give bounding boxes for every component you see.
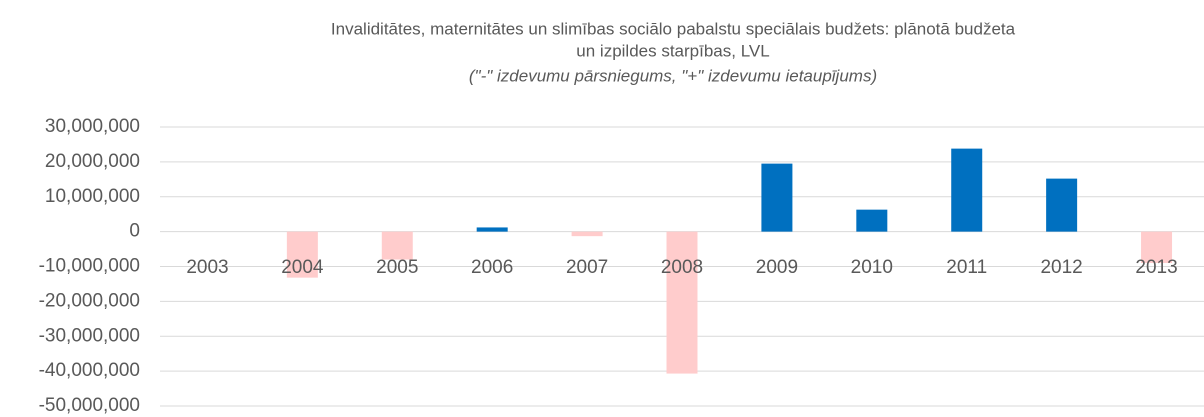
chart-annotation: ("-" izdevumu pārsniegums, "+" izdevumu … [469, 66, 877, 85]
y-tick-label: 30,000,000 [45, 116, 140, 137]
x-tick-label: 2004 [281, 257, 324, 278]
y-tick-label: 20,000,000 [45, 151, 140, 172]
chart-title: Invaliditātes, maternitātes un slimības … [331, 19, 1016, 38]
x-tick-label: 2008 [661, 257, 703, 278]
y-tick-label: -40,000,000 [39, 360, 140, 381]
bar [1141, 231, 1173, 264]
x-tick-label: 2010 [851, 257, 893, 278]
x-tick-label: 2012 [1040, 257, 1082, 278]
x-tick-label: 2011 [946, 257, 987, 278]
x-tick-label: 2009 [756, 257, 798, 278]
x-tick-label: 2013 [1135, 257, 1177, 278]
y-tick-label: -20,000,000 [39, 290, 140, 311]
bar [381, 231, 413, 260]
y-tick-label: 0 [129, 221, 140, 242]
x-tick-label: 2007 [566, 257, 608, 278]
bar [1046, 178, 1078, 232]
bar [571, 231, 603, 237]
bar [666, 231, 698, 374]
bar [856, 209, 888, 232]
bar [476, 227, 508, 232]
y-tick-label: -50,000,000 [39, 395, 140, 416]
x-tick-label: 2003 [186, 257, 228, 278]
x-tick-label: 2006 [471, 257, 513, 278]
chart-subtitle: un izpildes starpības, LVL [576, 41, 769, 60]
x-tick-label: 2005 [376, 257, 418, 278]
y-tick-label: -30,000,000 [39, 325, 140, 346]
bar [761, 163, 793, 232]
y-tick-label: -10,000,000 [39, 256, 140, 277]
bar [286, 231, 318, 278]
y-tick-label: 10,000,000 [45, 186, 140, 207]
bar [951, 148, 983, 232]
